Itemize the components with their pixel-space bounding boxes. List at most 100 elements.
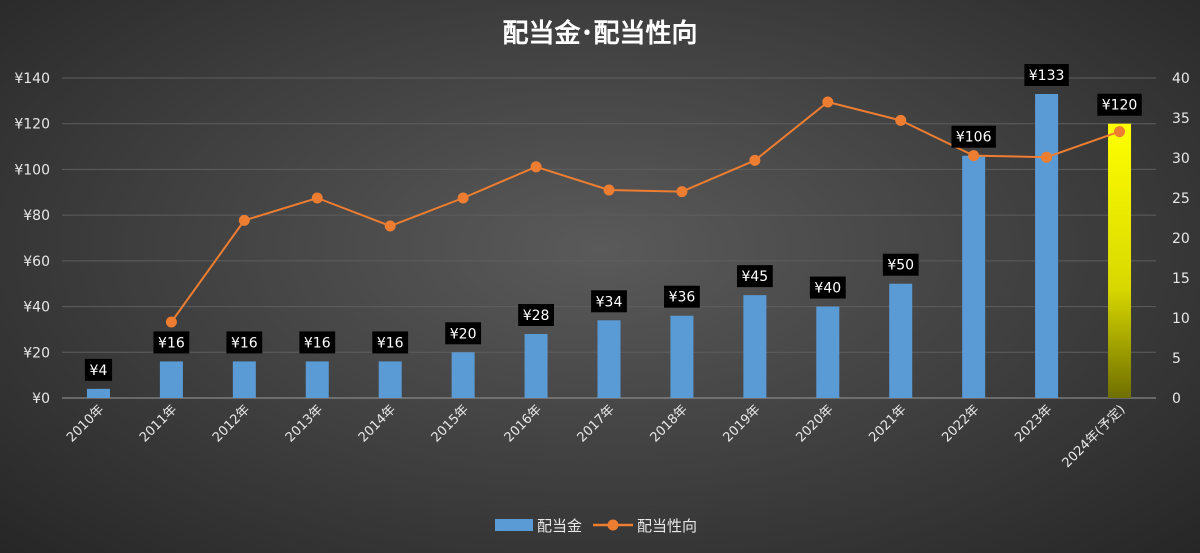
left-tick-label: ¥40 <box>23 300 50 316</box>
legend-label-line: 配当性向 <box>637 517 697 535</box>
x-tick-label: 2011年 <box>137 402 180 445</box>
bar <box>86 388 110 398</box>
right-tick-label: 25 <box>1172 191 1190 207</box>
line-point <box>1114 126 1126 138</box>
legend: 配当金 配当性向 <box>495 517 697 535</box>
data-label-box <box>809 276 846 299</box>
x-tick-label: 2024年(予定) <box>1060 402 1129 471</box>
data-label-box <box>951 125 996 148</box>
right-tick-label: 35 <box>1172 111 1190 127</box>
right-tick-label: 30 <box>1172 151 1190 167</box>
x-tick-label: 2017年 <box>575 402 618 445</box>
left-tick-label: ¥0 <box>32 391 50 407</box>
x-tick-label: 2022年 <box>939 402 982 445</box>
legend-label-bar: 配当金 <box>537 517 582 535</box>
bar-series <box>86 94 1132 398</box>
line-point <box>822 96 834 108</box>
right-tick-label: 15 <box>1172 271 1190 287</box>
x-tick-label: 2013年 <box>283 402 326 445</box>
data-label: ¥16 <box>158 335 185 351</box>
data-label: ¥20 <box>450 326 477 342</box>
bar <box>451 352 475 398</box>
x-tick-label: 2014年 <box>356 402 399 445</box>
right-tick-label: 20 <box>1172 231 1190 247</box>
bar <box>305 361 329 398</box>
bar <box>816 306 840 398</box>
line-point <box>749 154 761 166</box>
data-label-box <box>84 358 113 381</box>
line-point <box>1041 151 1053 163</box>
right-axis-ticks: 0 5 10 15 20 25 30 35 40 <box>1172 71 1190 407</box>
data-label-box <box>1097 93 1142 116</box>
bar <box>378 361 402 398</box>
data-label: ¥16 <box>231 335 258 351</box>
data-label: ¥4 <box>90 363 108 379</box>
bar <box>524 334 548 398</box>
data-label: ¥106 <box>956 130 992 146</box>
chart-title: 配当金･配当性向 <box>502 18 697 49</box>
right-tick-label: 5 <box>1172 351 1181 367</box>
line-series <box>165 96 1126 328</box>
legend-swatch-marker <box>607 519 619 531</box>
data-labels: ¥4 ¥16 ¥16 ¥16 ¥16 ¥20 ¥28 ¥34 ¥36 ¥45 ¥40 ¥50 ¥106 ¥… <box>84 64 1142 381</box>
data-label-box <box>664 285 700 308</box>
data-label: ¥50 <box>887 258 914 274</box>
x-tick-label: 2018年 <box>648 402 691 445</box>
bar <box>1035 94 1059 398</box>
line-point <box>603 184 615 196</box>
left-tick-label: ¥80 <box>23 208 50 224</box>
line-point <box>968 150 980 162</box>
data-label: ¥16 <box>377 335 404 351</box>
bar <box>597 320 621 398</box>
x-tick-label: 2016年 <box>502 402 545 445</box>
data-label: ¥16 <box>304 335 331 351</box>
line-point <box>165 316 177 328</box>
x-tick-label: 2019年 <box>720 402 763 445</box>
bar <box>670 315 694 398</box>
data-label: ¥133 <box>1029 68 1065 84</box>
data-label-box <box>445 322 482 345</box>
x-axis-ticks: 2010年 2011年 2012年 2013年 2014年 2015年 2016年 2017年… <box>64 402 1128 471</box>
right-tick-label: 0 <box>1172 391 1181 407</box>
bar <box>232 361 256 398</box>
x-tick-label: 2020年 <box>793 402 836 445</box>
left-tick-label: ¥60 <box>23 254 50 270</box>
right-tick-label: 10 <box>1172 311 1190 327</box>
data-label: ¥28 <box>523 308 550 324</box>
data-label-box <box>1024 64 1069 86</box>
left-tick-label: ¥120 <box>14 117 50 133</box>
data-label: ¥45 <box>741 269 768 285</box>
line-point <box>895 114 907 126</box>
line-path <box>170 100 1120 323</box>
data-label: ¥34 <box>596 294 623 310</box>
line-point <box>530 161 542 173</box>
right-tick-label: 40 <box>1172 71 1190 87</box>
bar <box>962 155 986 398</box>
data-label: ¥40 <box>814 281 841 297</box>
bar <box>1108 123 1132 398</box>
data-label: ¥120 <box>1102 98 1138 114</box>
bar <box>889 283 913 398</box>
x-tick-label: 2021年 <box>866 402 909 445</box>
data-label-box <box>226 331 263 354</box>
left-axis-ticks: ¥0 ¥20 ¥40 ¥60 ¥80 ¥100 ¥120 ¥140 <box>14 71 50 407</box>
left-tick-label: ¥140 <box>14 71 50 87</box>
data-label-box <box>882 253 919 276</box>
data-label-box <box>736 265 773 288</box>
data-label-box <box>372 331 409 354</box>
x-tick-label: 2023年 <box>1012 402 1055 445</box>
data-label: ¥36 <box>669 290 696 306</box>
legend-swatch-bar <box>495 519 533 531</box>
data-label-box <box>518 304 554 326</box>
line-point <box>238 214 250 226</box>
x-tick-label: 2010年 <box>64 402 107 445</box>
left-tick-label: ¥20 <box>23 345 50 361</box>
x-tick-label: 2015年 <box>429 402 472 445</box>
line-point <box>311 192 323 204</box>
bar <box>159 361 183 398</box>
data-label-box <box>153 331 190 354</box>
line-point <box>384 220 396 232</box>
line-point <box>457 192 469 204</box>
